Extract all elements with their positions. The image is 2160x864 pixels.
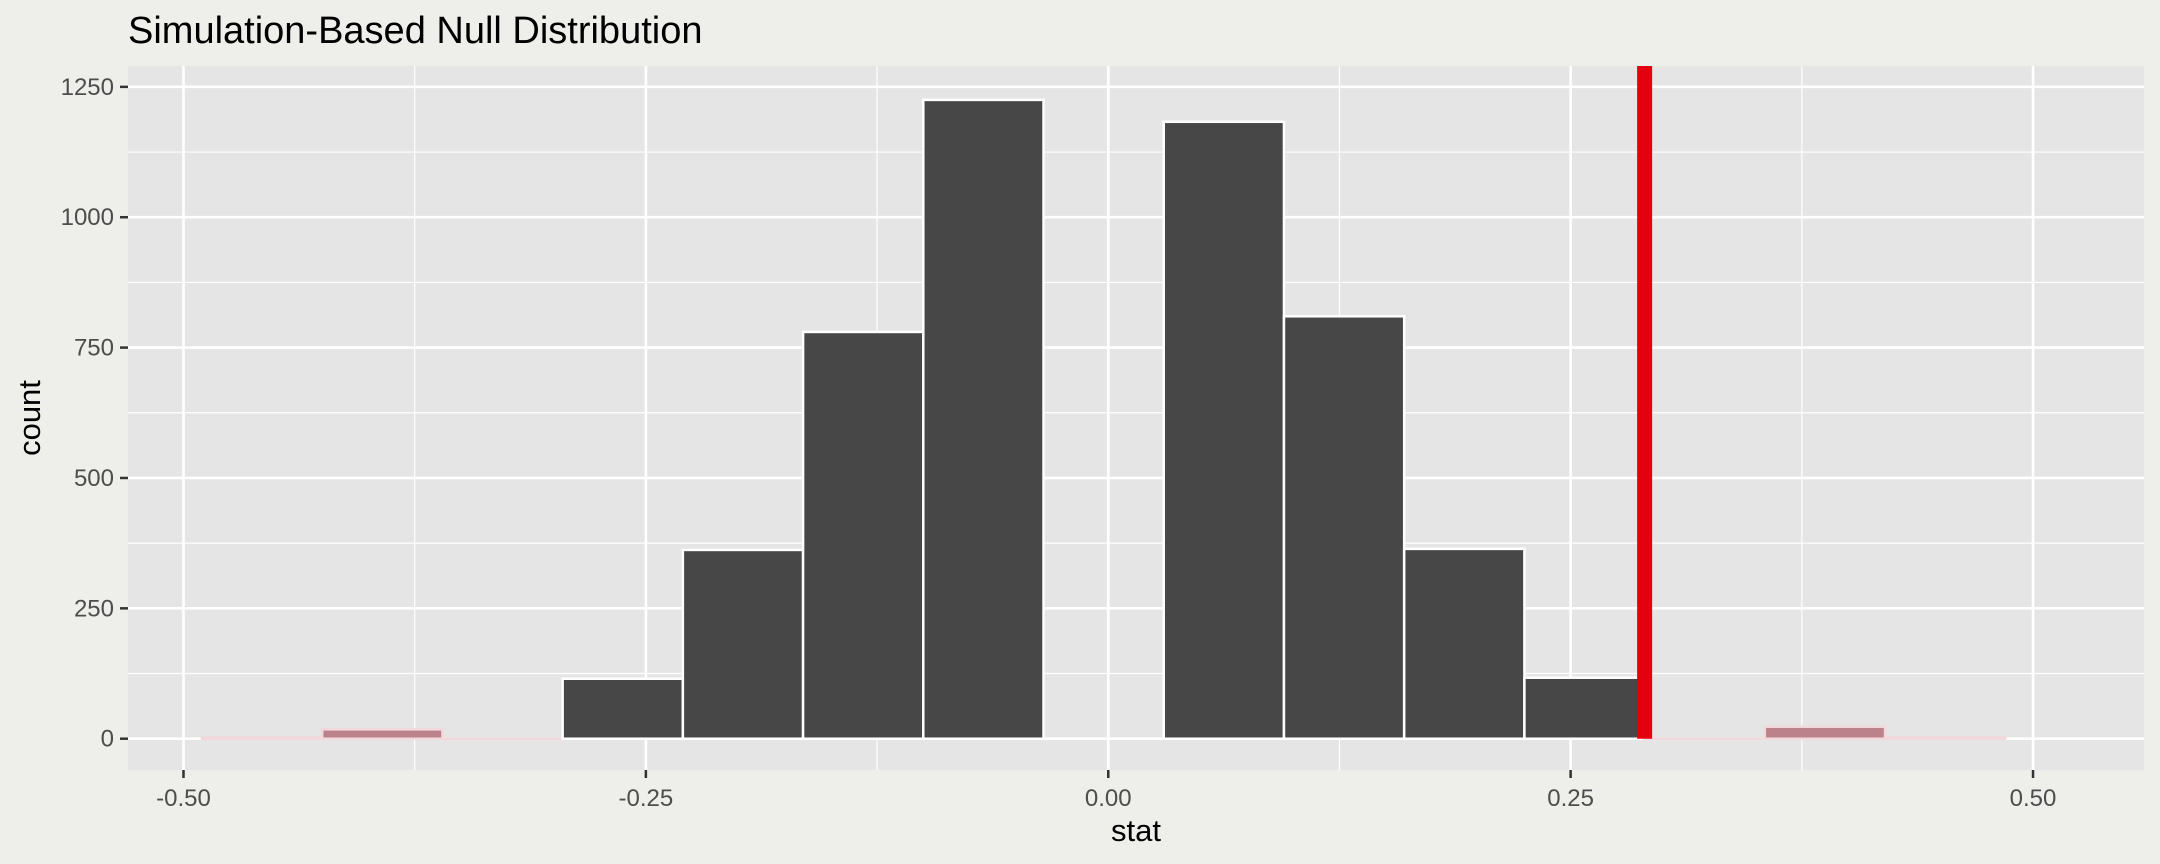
shaded-histogram-bar [200,736,324,740]
y-tick-label: 500 [74,465,114,492]
shaded-histogram-bar [320,728,444,740]
chart-title: Simulation-Based Null Distribution [128,10,702,52]
x-axis-title: stat [1111,813,1161,848]
x-tick-label: -0.25 [619,785,674,812]
histogram-bar [1402,547,1526,740]
plot-panel [128,66,2144,770]
histogram-bars [200,98,2007,740]
y-tick-label: 750 [74,335,114,362]
x-tick-label: 0.00 [1085,785,1132,812]
histogram-bar [1523,676,1646,740]
shaded-histogram-bar [1883,735,2007,740]
histogram-bar [1162,120,1286,740]
x-tick-label: 0.50 [2010,785,2057,812]
histogram-bar [922,98,1045,740]
histogram-bar [681,548,805,740]
histogram-bar [801,330,925,740]
y-tick-label: 1000 [61,204,114,231]
y-tick-label: 0 [101,726,114,753]
x-tick-label: -0.50 [156,785,211,812]
x-tick-label: 0.25 [1547,785,1594,812]
histogram-bar [1282,315,1406,740]
axes: -0.50 -0.25 0.00 0.25 0.50 0 250 500 750 1000 1250 [61,74,2057,812]
minor-gridlines [128,66,2144,770]
y-tick-label: 250 [74,595,114,622]
histogram-bar [561,677,685,740]
shaded-histogram-bar [1763,725,1887,740]
y-tick-label: 1250 [61,74,114,101]
y-axis-title: count [12,380,47,456]
